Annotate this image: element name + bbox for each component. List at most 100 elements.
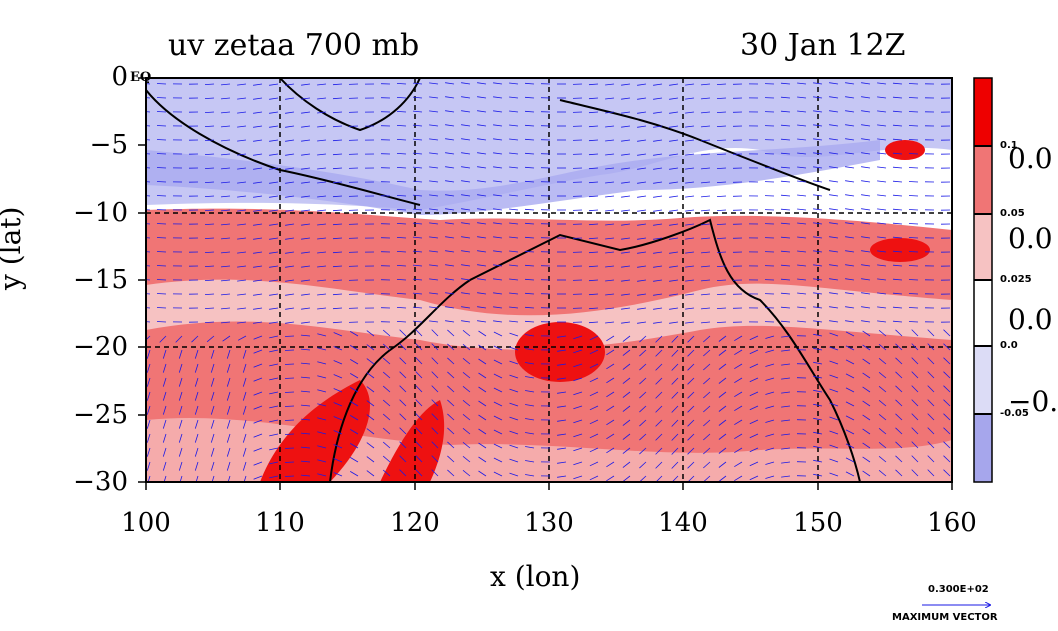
wind-vector (524, 264, 535, 267)
wind-vector (301, 209, 311, 212)
wind-vector (813, 417, 823, 421)
wind-vector (621, 293, 631, 296)
wind-vector (908, 153, 919, 155)
wind-vector (461, 166, 471, 169)
wind-vector (429, 292, 439, 295)
wind-vector (509, 332, 519, 337)
wind-vector (509, 236, 519, 239)
wind-vector (220, 321, 231, 324)
wind-vector (396, 167, 407, 169)
wind-vector (700, 223, 711, 226)
wind-vector (366, 470, 375, 477)
wind-vector (861, 236, 871, 239)
wind-vector (253, 293, 263, 296)
wind-vector (829, 180, 839, 183)
wind-vector (146, 279, 151, 281)
wind-vector (621, 307, 631, 310)
wind-vector (253, 447, 263, 452)
wind-vector (845, 320, 855, 323)
wind-vector (210, 433, 215, 443)
wind-vector (509, 402, 519, 407)
wind-vector (493, 373, 503, 379)
x-axis-title: x (lon) (490, 560, 581, 593)
wind-vector (429, 306, 439, 309)
wind-vector (716, 167, 727, 169)
wind-vector (146, 391, 151, 401)
wind-vector (194, 349, 199, 359)
wind-vector (524, 82, 535, 85)
wind-vector (716, 307, 727, 309)
wind-vector (943, 329, 951, 337)
wind-vector (269, 293, 279, 296)
wind-vector (878, 469, 887, 477)
y-tick-label: −15 (73, 265, 128, 295)
wind-vector (269, 363, 279, 367)
wind-vector (927, 371, 935, 379)
wind-vector (524, 152, 535, 155)
y-axis-title: y (lat) (0, 206, 27, 290)
wind-vector (653, 111, 663, 114)
wind-vector (204, 307, 215, 309)
wind-vector (749, 419, 759, 425)
wind-vector (301, 111, 311, 114)
wind-vector (573, 335, 583, 340)
wind-vector (829, 124, 839, 127)
wind-vector (655, 461, 663, 469)
wind-vector (655, 405, 663, 413)
wind-vector (845, 96, 855, 99)
wind-vector (911, 455, 919, 463)
wind-vector (829, 388, 839, 393)
wind-vector (621, 279, 631, 282)
wind-vector (509, 124, 519, 127)
wind-vector (781, 461, 791, 464)
wind-vector (146, 209, 151, 211)
wind-vector (588, 279, 599, 282)
wind-vector (509, 138, 519, 141)
wind-vector (269, 279, 279, 282)
wind-vector (927, 399, 935, 407)
wind-vector (716, 181, 727, 183)
wind-vector (861, 110, 871, 113)
wind-vector (220, 125, 231, 128)
wind-vector (269, 181, 279, 184)
wind-vector (227, 475, 231, 482)
wind-vector (431, 441, 439, 449)
wind-vector (253, 237, 263, 240)
wind-vector (765, 475, 775, 479)
wind-vector (253, 391, 263, 396)
wind-vector (396, 279, 407, 281)
wind-vector (462, 371, 471, 379)
wind-vector (253, 251, 263, 254)
wind-vector (253, 321, 263, 324)
wind-vector (204, 279, 215, 281)
wind-vector (162, 349, 167, 359)
wind-vector (333, 374, 343, 379)
wind-vector (700, 167, 711, 170)
wind-vector (156, 321, 167, 323)
wind-vector (780, 292, 791, 295)
wind-vector (588, 307, 599, 310)
wind-vector (210, 461, 215, 471)
wind-vector (429, 180, 439, 183)
wind-vector (605, 139, 615, 142)
wind-vector (653, 307, 663, 310)
wind-vector (780, 222, 791, 225)
wind-vector (637, 279, 647, 282)
colorbar-label-small: 0.1 (1000, 140, 1018, 151)
wind-vector (749, 335, 759, 341)
wind-vector (813, 459, 823, 463)
wind-vector (700, 251, 711, 254)
wind-vector (509, 82, 519, 85)
wind-vector (908, 251, 919, 253)
wind-vector (653, 279, 663, 282)
wind-vector (396, 251, 407, 253)
wind-vector (557, 475, 567, 478)
wind-vector (749, 447, 759, 453)
wind-vector (653, 251, 663, 254)
wind-vector (877, 96, 887, 99)
wind-vector (146, 293, 151, 295)
wind-vector (477, 278, 487, 281)
wind-vector (493, 264, 503, 267)
wind-vector (412, 320, 423, 323)
wind-vector (445, 250, 455, 253)
